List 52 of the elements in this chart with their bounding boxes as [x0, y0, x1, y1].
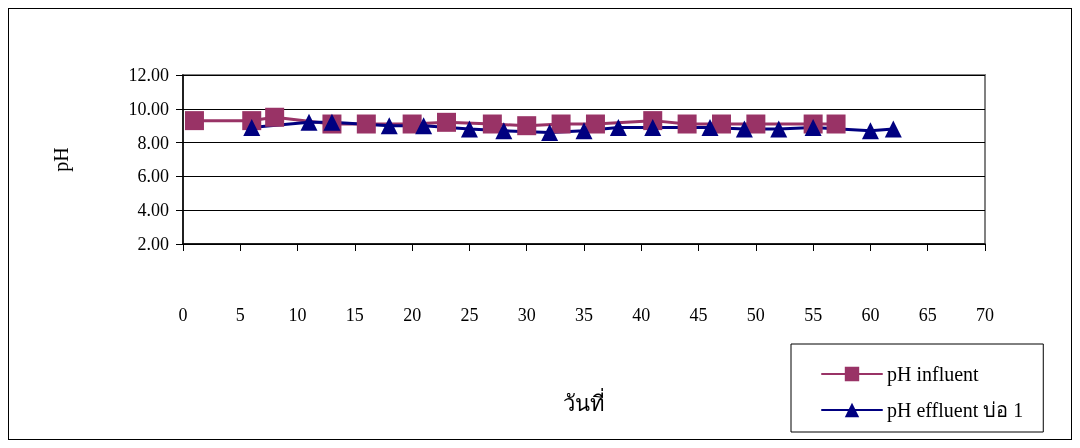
x-tick-label: 65 — [918, 305, 937, 325]
x-tick-label: 60 — [861, 305, 880, 325]
point — [735, 120, 753, 138]
legend-label: pH influent — [887, 363, 980, 386]
y-tick-label: 6.00 — [137, 166, 169, 187]
point — [770, 120, 788, 138]
point — [644, 118, 662, 136]
point — [884, 120, 902, 138]
point — [701, 118, 719, 136]
x-tick-label: 45 — [689, 305, 708, 325]
point — [300, 113, 318, 131]
y-axis-title: pH — [50, 147, 73, 172]
x-tick-label: 0 — [178, 305, 188, 325]
y-tick-label: 8.00 — [137, 132, 169, 153]
x-tick-label: 30 — [517, 305, 536, 325]
point — [437, 112, 457, 132]
x-axis-title: วันที่ — [563, 387, 605, 416]
x-tick-label: 20 — [403, 305, 422, 325]
point — [609, 118, 627, 136]
point — [711, 114, 731, 134]
point — [243, 118, 261, 136]
point — [517, 116, 537, 136]
x-tick-label: 35 — [575, 305, 593, 325]
point — [265, 107, 285, 127]
point — [826, 114, 846, 134]
point — [541, 123, 559, 141]
point — [184, 111, 204, 131]
x-tick-label: 25 — [460, 305, 479, 325]
y-tick-label: 12.00 — [128, 65, 169, 85]
x-tick-label: 15 — [345, 305, 364, 325]
y-tick-label: 4.00 — [137, 200, 169, 221]
x-tick-label: 70 — [976, 305, 994, 325]
x-tick-label: 40 — [632, 305, 651, 325]
point — [746, 114, 766, 134]
x-tick-label: 10 — [288, 305, 307, 325]
point — [677, 114, 697, 134]
x-tick-label: 50 — [746, 305, 765, 325]
point — [575, 122, 593, 140]
point — [415, 117, 433, 135]
point — [356, 114, 376, 134]
point — [380, 117, 398, 135]
x-tick-label: 5 — [235, 305, 245, 325]
point — [585, 114, 605, 134]
point — [460, 120, 478, 138]
point — [495, 122, 513, 140]
point — [551, 114, 571, 134]
x-tick-label: 55 — [804, 305, 823, 325]
point — [482, 114, 502, 134]
y-tick-label: 2.00 — [137, 234, 169, 254]
point — [861, 122, 879, 140]
legend-label: pH effluent บ่อ 1 — [887, 399, 1024, 422]
y-tick-label: 10.00 — [128, 98, 169, 119]
